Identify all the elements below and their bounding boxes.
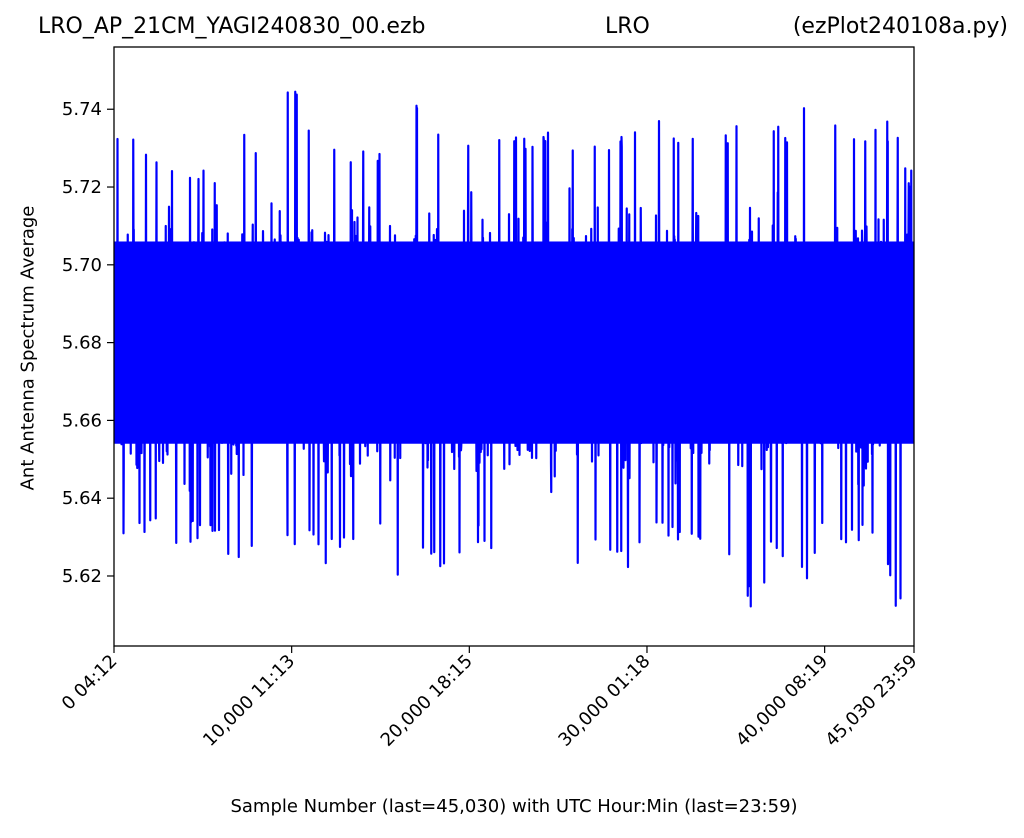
x-axis-label: Sample Number (last=45,030) with UTC Hou…	[230, 796, 798, 817]
x-tick-label: 0 04:12	[58, 651, 122, 715]
x-tick-label: 40,000 08:19	[732, 651, 832, 751]
y-tick-label: 5.66	[62, 410, 102, 431]
chart-title-file: LRO_AP_21CM_YAGI240830_00.ezb	[38, 14, 426, 39]
series-line	[114, 90, 914, 608]
x-tick-label: 30,000 01:18	[554, 651, 654, 751]
x-tick-label: 10,000 11:13	[199, 651, 299, 751]
y-tick-label: 5.74	[62, 99, 102, 120]
plot-frame	[113, 46, 915, 647]
y-tick-label: 5.70	[62, 255, 102, 276]
series-layer	[114, 90, 914, 608]
y-tick-label: 5.62	[62, 566, 102, 587]
y-tick-label: 5.68	[62, 333, 102, 354]
y-tick-label: 5.72	[62, 177, 102, 198]
chart-title-script: (ezPlot240108a.py)	[792, 14, 1008, 39]
y-tick-label: 5.64	[62, 488, 102, 509]
x-tick-label: 45,030 23:59	[821, 651, 921, 751]
chart-title-observatory: LRO	[605, 14, 650, 39]
x-tick-label: 20,000 18:15	[377, 651, 477, 751]
